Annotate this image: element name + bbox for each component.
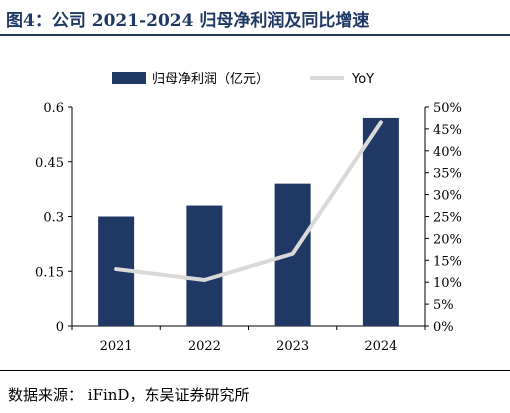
x-tick-label: 2024: [364, 339, 397, 354]
y-right-tick-label: 35%: [433, 167, 462, 182]
title-divider: [0, 34, 510, 36]
y-right-tick-label: 45%: [433, 123, 462, 138]
legend-swatch-bar: [112, 72, 146, 84]
source-note: 数据来源： iFinD，东吴证券研究所: [8, 386, 250, 404]
legend-label-bar: 归母净利润（亿元）: [152, 72, 269, 87]
y-right-tick-label: 50%: [433, 101, 462, 116]
y-right-tick-label: 0%: [433, 320, 454, 335]
y-right-tick-label: 5%: [433, 298, 454, 313]
chart: 0 0.15 0.3 0.45 0.6 0% 5% 10% 15% 20% 25% 30% 35% 40%…: [35, 72, 462, 354]
y-left-tick-label: 0.6: [43, 101, 64, 116]
yoy-line: [114, 120, 383, 283]
figure-title: 图4：公司 2021-2024 归母净利润及同比增速: [6, 11, 370, 31]
bar: [186, 205, 223, 326]
y-right-tick-label: 40%: [433, 145, 462, 160]
y-left-tick-label: 0.15: [35, 265, 64, 280]
source-divider: [0, 370, 510, 371]
y-left-tick-label: 0.3: [43, 211, 64, 226]
y-left-tick-label: 0: [56, 320, 64, 335]
y-right-tick-label: 15%: [433, 254, 462, 269]
y-right-tick-label: 10%: [433, 276, 462, 291]
bar: [362, 117, 399, 326]
x-tick-label: 2023: [276, 339, 309, 354]
y-right-tick-label: 20%: [433, 232, 462, 247]
y-right-tick-label: 25%: [433, 211, 462, 226]
x-tick-label: 2021: [100, 339, 133, 354]
y-left-tick-label: 0.45: [35, 156, 64, 171]
legend-label-line: YoY: [351, 72, 374, 87]
x-tick-label: 2022: [188, 339, 221, 354]
y-right-tick-label: 30%: [433, 189, 462, 204]
